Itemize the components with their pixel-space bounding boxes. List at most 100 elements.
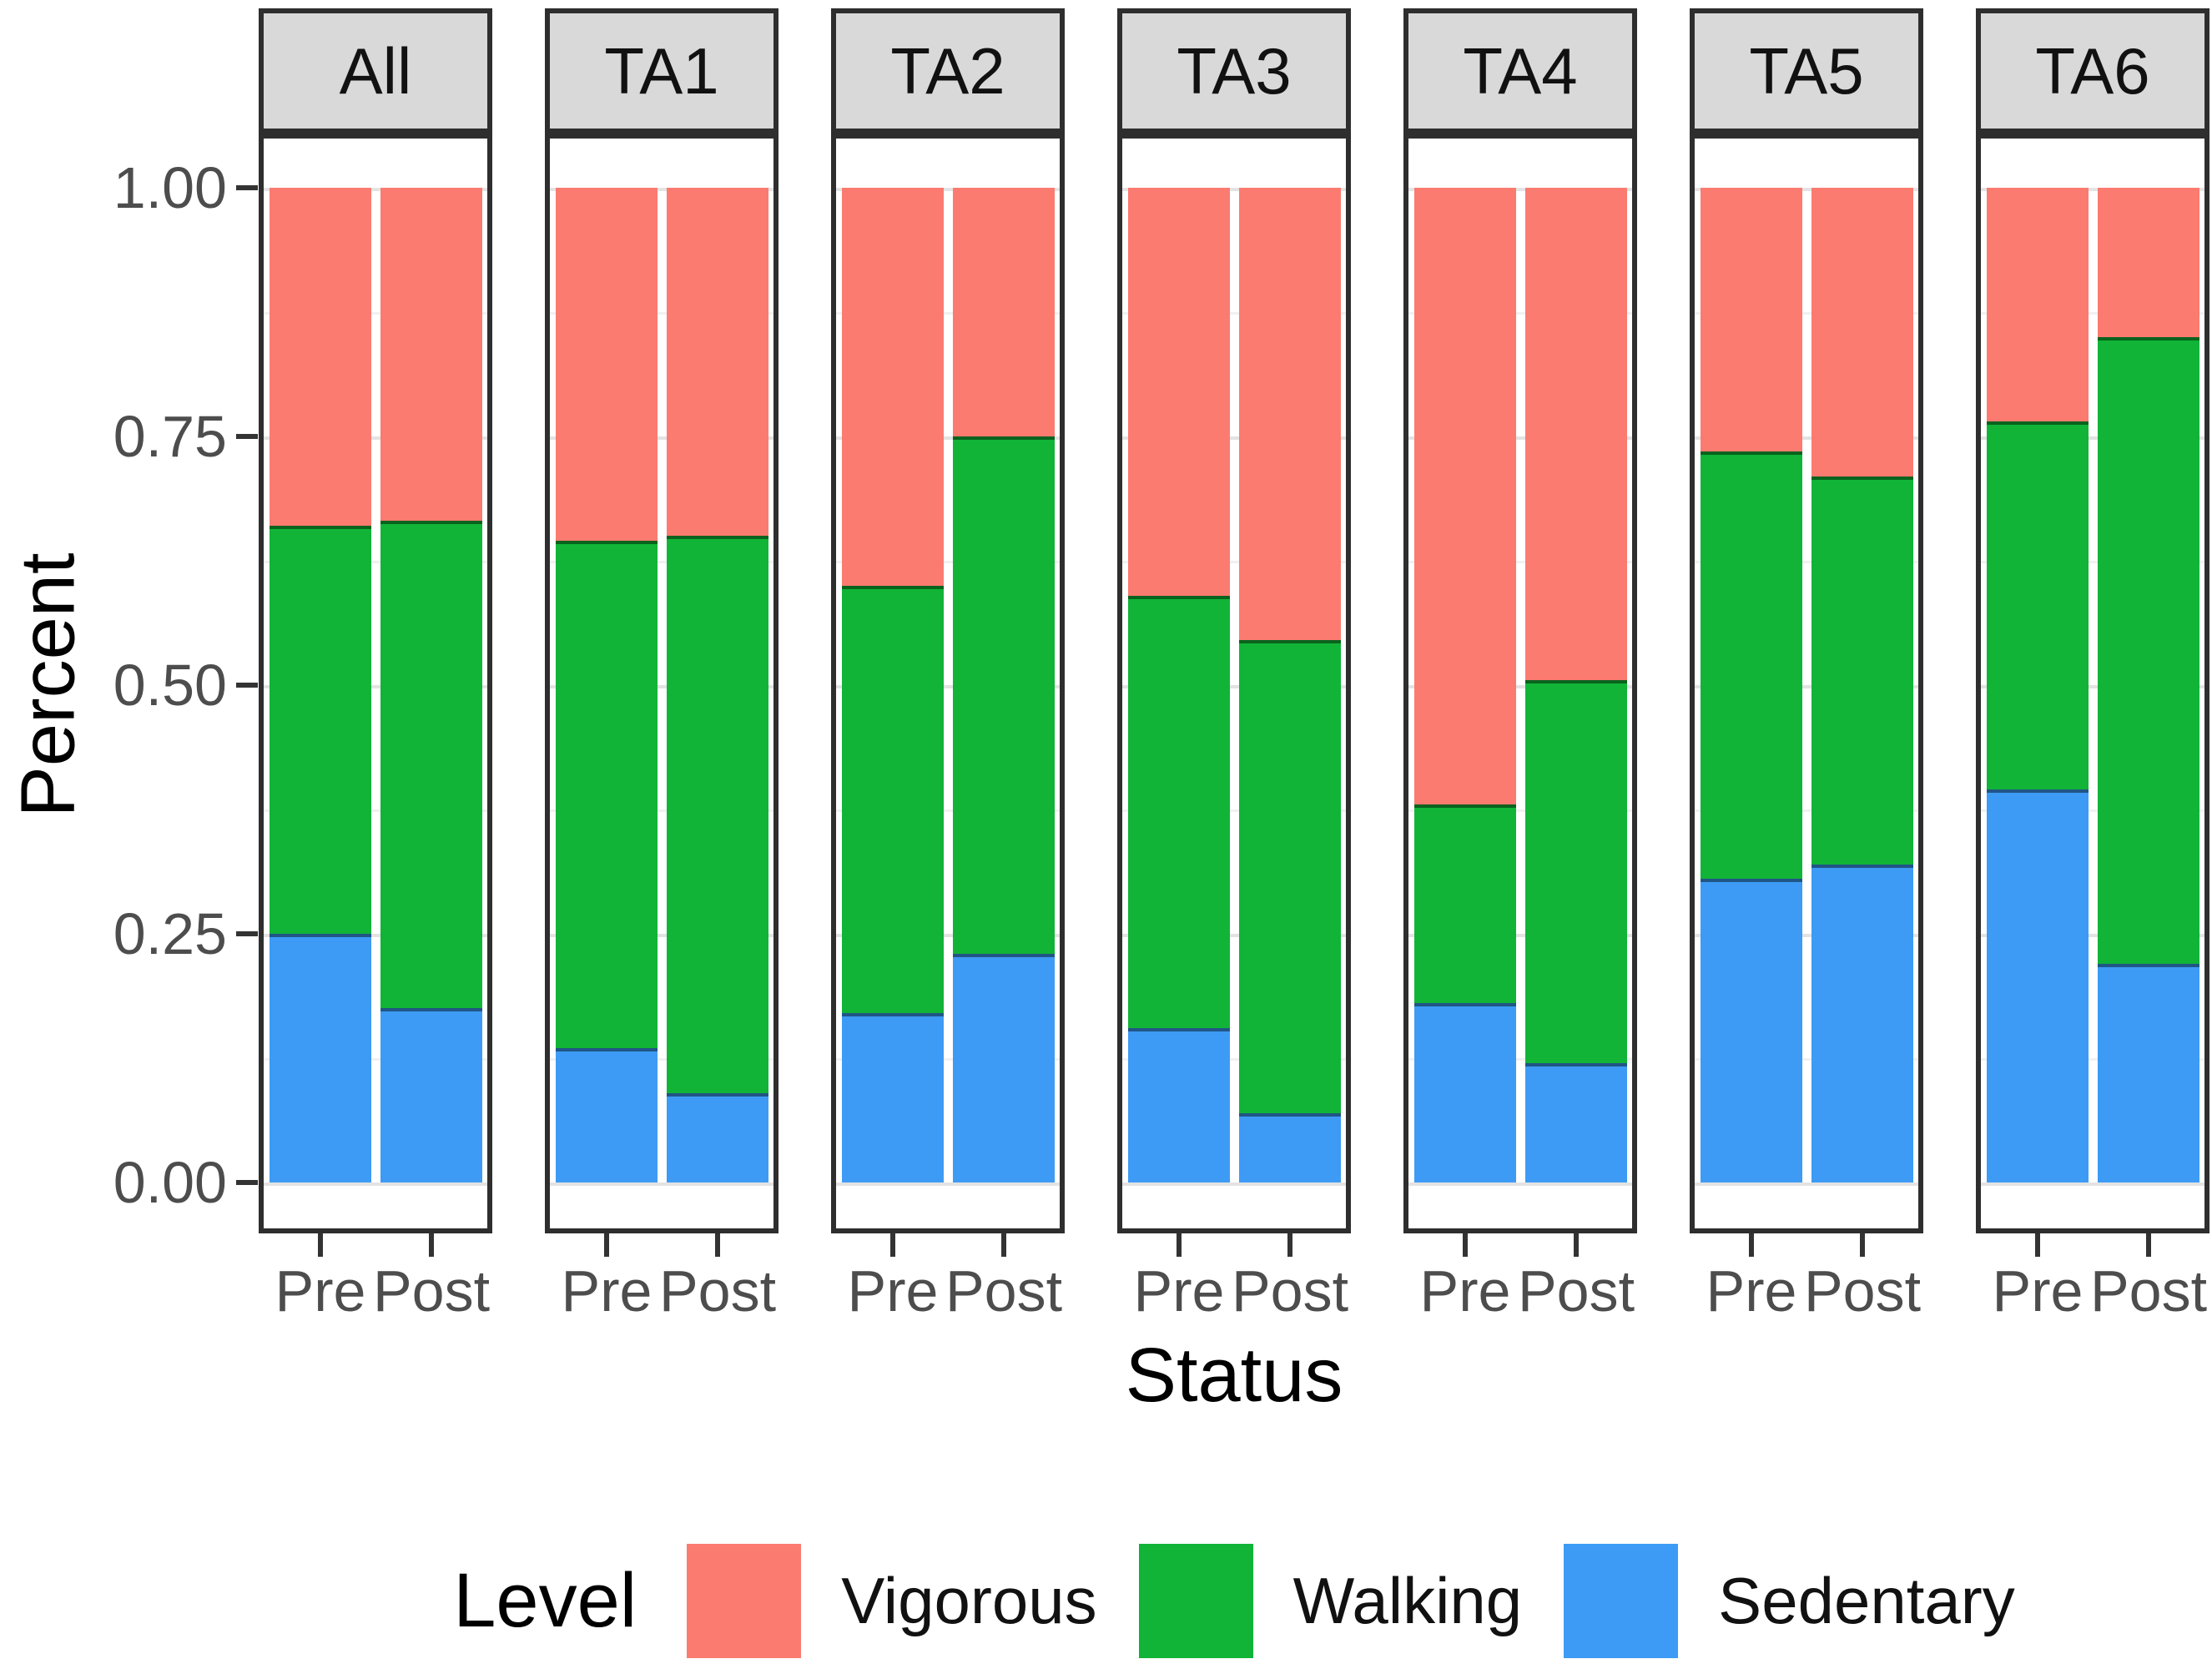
segment-vigorous [1414,188,1516,805]
x-tick-mark [1001,1233,1006,1257]
gridline-major [1408,436,1632,440]
segment-walking [1128,595,1230,1029]
segment-sedentary [1239,1112,1341,1182]
segment-sedentary [2098,963,2199,1182]
bar-TA2-Post [953,188,1055,1182]
facet-strip: TA1 [545,8,778,134]
x-tick-mark [2035,1233,2040,1257]
x-tick-mark [318,1233,323,1257]
facet-strip-label: TA6 [2035,33,2150,108]
x-axis-title: Status [1125,1333,1343,1418]
y-tick-label: 0.50 [113,653,227,718]
gridline-minor [550,809,773,812]
segment-walking [1701,451,1802,880]
x-tick-mark [890,1233,895,1257]
facet-panel [259,134,492,1233]
gridline-minor [836,1058,1060,1061]
gridline-major [1408,934,1632,937]
gridline-minor [1981,312,2204,315]
gridline-minor [1122,561,1346,563]
segment-walking [556,541,658,1049]
gridline-minor [550,312,773,315]
y-tick-mark [236,1180,258,1185]
x-category-label: Pre [1706,1258,1797,1324]
gridline-major [550,436,773,440]
segment-vigorous [2098,188,2199,337]
facet-panel [831,134,1065,1233]
facet-strip-label: TA3 [1177,33,1292,108]
facet-strip-label: TA5 [1749,33,1864,108]
gridline-major [264,934,487,937]
gridline-major [836,934,1060,937]
segment-vigorous [1811,188,1913,476]
segment-sedentary [1414,1003,1516,1182]
y-tick-mark [236,683,258,688]
legend-label: Vigorous [841,1563,1097,1637]
gridline-major [550,1182,773,1186]
gridline-minor [1408,1058,1632,1061]
gridline-minor [1408,312,1632,315]
facet-panel [1403,134,1637,1233]
gridline-major [836,1182,1060,1186]
x-category-label: Pre [1992,1258,2084,1324]
gridline-minor [1695,312,1918,315]
gridline-major [264,685,487,688]
segment-walking [1811,476,1913,865]
facet-strip: TA2 [831,8,1065,134]
gridline-minor [1122,809,1346,812]
segment-sedentary [667,1092,768,1182]
y-tick-label: 0.00 [113,1150,227,1215]
gridline-major [1981,934,2204,937]
facet-strip: TA5 [1690,8,1923,134]
segment-walking [953,436,1055,954]
x-category-label: Post [2089,1258,2208,1324]
x-tick-mark [1749,1233,1754,1257]
segment-vigorous [1987,188,2089,422]
x-category-label: Post [945,1258,1063,1324]
segment-vigorous [953,188,1055,436]
y-tick-label: 0.25 [113,901,227,966]
gridline-minor [264,1058,487,1061]
y-tick-label: 1.00 [113,155,227,220]
bar-TA6-Pre [1987,188,2089,1182]
bar-TA3-Post [1239,188,1341,1182]
segment-sedentary [1701,879,1802,1182]
x-tick-mark [1287,1233,1292,1257]
facet-panel [1690,134,1923,1233]
x-tick-mark [1177,1233,1182,1257]
facet-panel [1117,134,1351,1233]
segment-sedentary [1811,864,1913,1182]
gridline-major [264,436,487,440]
facet-strip-label: TA4 [1463,33,1578,108]
gridline-major [1122,685,1346,688]
segment-vigorous [380,188,482,522]
gridline-major [1408,1182,1632,1186]
facet-panel [545,134,778,1233]
segment-vigorous [270,188,371,527]
legend: Level Vigorous Walking Sedentary [259,1534,2209,1667]
gridline-minor [1695,1058,1918,1061]
facet-strip: TA3 [1117,8,1351,134]
bar-All-Pre [270,188,371,1182]
segment-walking [1525,680,1627,1063]
legend-label: Sedentary [1718,1563,2015,1637]
gridline-minor [1695,561,1918,563]
bar-TA2-Pre [842,188,944,1182]
segment-sedentary [270,933,371,1182]
gridline-major [1981,685,2204,688]
facet-panel [1976,134,2209,1233]
gridline-major [836,436,1060,440]
segment-vigorous [1239,188,1341,641]
segment-vigorous [1701,188,1802,451]
x-category-label: Pre [847,1258,939,1324]
gridline-major [1695,685,1918,688]
x-tick-mark [2146,1233,2151,1257]
bar-TA5-Pre [1701,188,1802,1182]
gridline-major [550,685,773,688]
segment-walking [842,585,944,1014]
gridline-major [1408,685,1632,688]
legend-swatch-sedentary [1564,1543,1679,1658]
gridline-major [836,685,1060,688]
x-category-label: Pre [561,1258,653,1324]
